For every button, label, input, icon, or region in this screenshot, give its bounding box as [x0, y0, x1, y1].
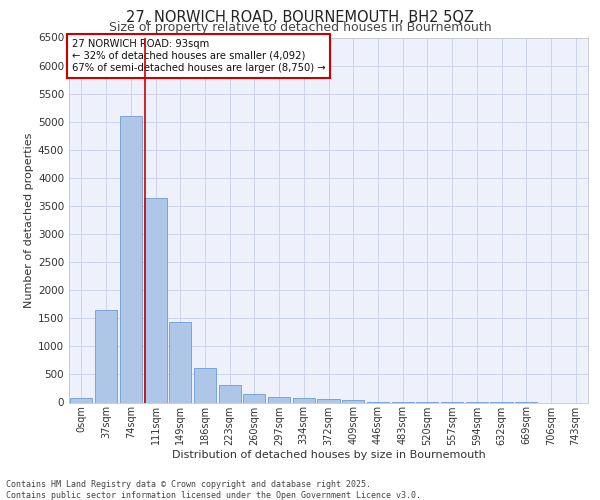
Bar: [293, 398, 315, 402]
Bar: [119, 116, 142, 403]
Bar: [268, 396, 290, 402]
Text: Contains HM Land Registry data © Crown copyright and database right 2025.
Contai: Contains HM Land Registry data © Crown c…: [6, 480, 421, 500]
Y-axis label: Number of detached properties: Number of detached properties: [24, 132, 34, 308]
Bar: [243, 394, 265, 402]
Bar: [317, 400, 340, 402]
Text: 27, NORWICH ROAD, BOURNEMOUTH, BH2 5QZ: 27, NORWICH ROAD, BOURNEMOUTH, BH2 5QZ: [126, 10, 474, 25]
X-axis label: Distribution of detached houses by size in Bournemouth: Distribution of detached houses by size …: [172, 450, 485, 460]
Text: Size of property relative to detached houses in Bournemouth: Size of property relative to detached ho…: [109, 22, 491, 35]
Bar: [169, 322, 191, 402]
Bar: [342, 400, 364, 402]
Bar: [145, 198, 167, 402]
Text: 27 NORWICH ROAD: 93sqm
← 32% of detached houses are smaller (4,092)
67% of semi-: 27 NORWICH ROAD: 93sqm ← 32% of detached…: [71, 40, 325, 72]
Bar: [95, 310, 117, 402]
Bar: [218, 384, 241, 402]
Bar: [70, 398, 92, 402]
Bar: [194, 368, 216, 402]
